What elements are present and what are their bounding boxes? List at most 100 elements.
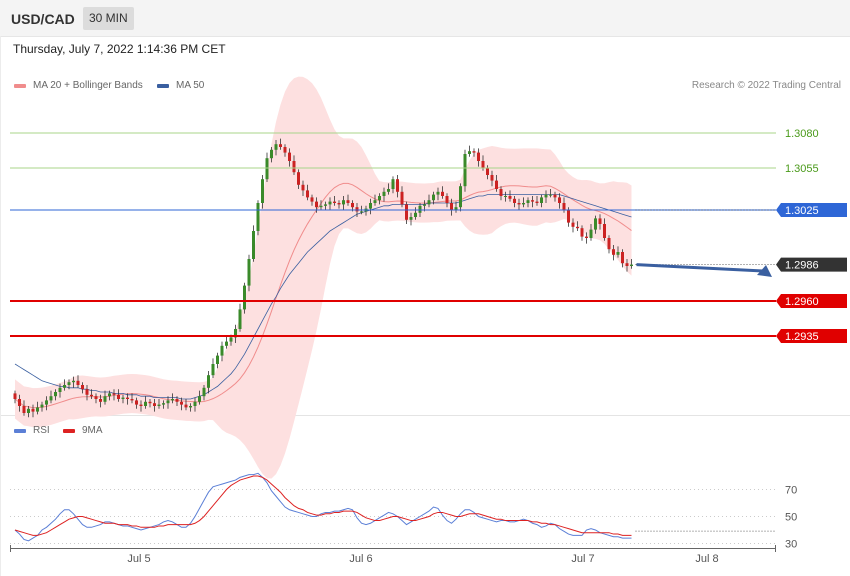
candle-bullish: [247, 259, 251, 286]
candle-bearish: [486, 168, 489, 175]
candle-bullish: [49, 396, 53, 401]
candle-bearish: [130, 399, 134, 401]
candle-bearish: [117, 394, 120, 399]
candle-bullish: [216, 355, 219, 364]
level-label-support: [776, 294, 847, 308]
candle-bullish: [427, 200, 431, 205]
candle-bearish: [558, 197, 561, 203]
candle-bearish: [567, 210, 570, 223]
candle-bearish: [90, 394, 93, 397]
candle-bearish: [279, 144, 282, 147]
legend-label: RSI: [33, 425, 50, 436]
candle-bullish: [544, 194, 548, 198]
candle-bearish: [180, 401, 183, 405]
legend-rsi-ma: 9MA: [63, 425, 103, 436]
candle-bearish: [126, 397, 129, 399]
candle-bearish: [306, 190, 309, 198]
candle-bearish: [405, 204, 408, 220]
candle-bullish: [198, 396, 201, 402]
candle-bullish: [328, 201, 332, 205]
copyright-notice: Research © 2022 Trading Central: [691, 80, 841, 91]
candle-bearish: [612, 249, 615, 255]
candle-bearish: [513, 198, 516, 203]
candle-bearish: [31, 408, 35, 412]
candle-bullish: [373, 200, 377, 203]
candle-bullish: [360, 211, 363, 213]
candle-bullish: [378, 196, 381, 201]
candle-bullish: [72, 380, 75, 383]
candle-bullish: [225, 341, 228, 346]
candle-bearish: [396, 179, 399, 192]
candle-bearish: [76, 380, 80, 385]
symbol-title: USD/CAD: [11, 11, 75, 27]
forecast-arrow-shaft: [636, 263, 765, 273]
candle-bullish: [252, 231, 255, 259]
candle-bullish: [121, 397, 125, 399]
level-label-support: [776, 329, 847, 343]
candle-bearish: [607, 238, 611, 250]
candle-bearish: [576, 226, 579, 229]
x-tick-label: Jul 8: [695, 553, 718, 565]
candle-bearish: [22, 406, 26, 413]
x-tick-label: Jul 5: [127, 553, 150, 565]
candle-bearish: [85, 389, 89, 395]
candle-bearish: [13, 393, 17, 399]
candle-bullish: [193, 401, 197, 406]
candle-bullish: [144, 401, 147, 406]
level-label-last: [776, 257, 847, 272]
candle-bullish: [229, 337, 233, 342]
legend-label: MA 50: [176, 80, 205, 91]
candle-bullish: [630, 264, 633, 266]
candle-bullish: [616, 252, 620, 255]
candle-bearish: [337, 203, 341, 205]
candle-bullish: [103, 396, 107, 402]
candle-bullish: [409, 217, 413, 220]
candle-bullish: [589, 229, 593, 238]
candle-bullish: [387, 189, 390, 192]
candle-bullish: [27, 408, 30, 413]
candle-bearish: [621, 252, 624, 264]
candle-bullish: [459, 186, 462, 208]
candle-bearish: [562, 203, 566, 210]
candle-bearish: [441, 191, 444, 196]
level-label-text: 1.2986: [785, 260, 819, 272]
candle-bearish: [315, 201, 318, 208]
candle-bearish: [94, 396, 98, 399]
candle-bearish: [81, 385, 84, 390]
candle-bullish: [40, 404, 44, 408]
level-label-pivot: [776, 203, 847, 217]
candle-bullish: [274, 144, 278, 150]
timeframe-badge[interactable]: 30 MIN: [83, 7, 134, 30]
candle-bullish: [369, 203, 372, 209]
candle-bullish: [463, 154, 467, 187]
candle-bullish: [382, 191, 386, 196]
rsi-tick-label: 30: [785, 539, 797, 551]
candle-bullish: [319, 205, 323, 208]
candle-bearish: [481, 161, 485, 168]
level-label-text: 1.3080: [785, 128, 819, 140]
candle-bearish: [598, 218, 602, 224]
chart-datetime: Thursday, July 7, 2022 1:14:36 PM CET: [13, 42, 226, 56]
candle-bullish: [265, 158, 269, 180]
bollinger-band: [15, 76, 632, 479]
candle-bearish: [355, 207, 359, 212]
candle-bearish: [301, 184, 305, 191]
candle-bearish: [517, 203, 521, 205]
candle-bearish: [292, 161, 296, 173]
candle-bearish: [477, 152, 480, 161]
candle-bullish: [220, 345, 224, 356]
candle-bearish: [288, 152, 291, 161]
level-label-text: 1.2960: [785, 296, 819, 308]
ma50-line: [14, 194, 632, 400]
candle-bullish: [166, 400, 170, 404]
candle-bullish: [243, 285, 246, 310]
x-tick-label: Jul 7: [571, 553, 594, 565]
candle-bullish: [256, 203, 260, 231]
candle-bullish: [391, 179, 395, 189]
candle-bearish: [472, 151, 476, 153]
legend-rsi: RSI: [14, 425, 50, 436]
candle-bullish: [342, 200, 345, 205]
candle-bullish: [207, 375, 210, 388]
legend-swatch: [14, 428, 26, 433]
